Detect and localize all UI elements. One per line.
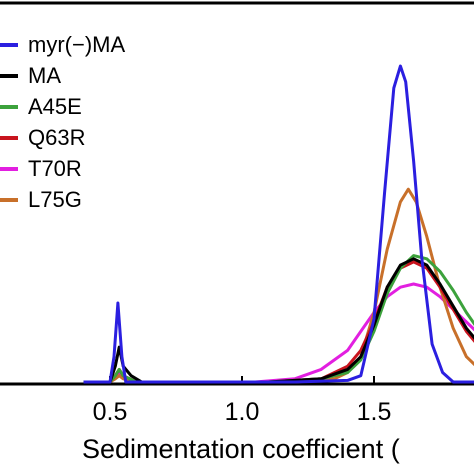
x-tick-label-1: 1.0: [225, 398, 260, 426]
series-layer: [83, 64, 474, 384]
legend-label-2: A45E: [28, 94, 82, 119]
legend-label-1: MA: [28, 63, 61, 88]
x-tick-label-0: 0.5: [93, 398, 128, 426]
series-line-4: [83, 282, 474, 384]
legend: myr(−)MA MA A45E Q63R T70R L75G: [0, 32, 125, 212]
legend-label-4: T70R: [28, 156, 82, 181]
series-line-0: [83, 64, 474, 384]
x-tick-label-2: 1.5: [357, 398, 392, 426]
legend-label-3: Q63R: [28, 125, 85, 150]
series-line-3: [83, 260, 474, 384]
legend-label-5: L75G: [28, 187, 82, 212]
series-line-1: [83, 257, 474, 384]
x-axis-label: Sedimentation coefficient (: [82, 434, 400, 464]
plot-frame: [0, 1, 474, 386]
x-axis-tick-labels: 0.5 1.0 1.5: [93, 398, 392, 426]
series-line-2: [83, 254, 474, 384]
legend-label-0: myr(−)MA: [28, 32, 125, 57]
